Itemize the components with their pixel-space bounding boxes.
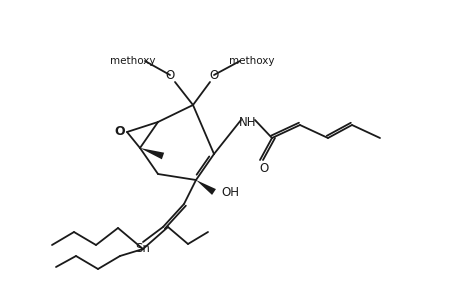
Text: O: O bbox=[259, 161, 268, 175]
Text: OH: OH bbox=[220, 185, 239, 199]
Text: O: O bbox=[114, 124, 125, 137]
Polygon shape bbox=[140, 148, 164, 159]
Text: O: O bbox=[209, 68, 218, 82]
Text: methoxy: methoxy bbox=[229, 56, 274, 66]
Polygon shape bbox=[196, 180, 215, 195]
Text: Sn: Sn bbox=[135, 242, 150, 256]
Text: NH: NH bbox=[239, 116, 256, 128]
Text: O: O bbox=[165, 68, 174, 82]
Text: methoxy: methoxy bbox=[110, 56, 156, 66]
